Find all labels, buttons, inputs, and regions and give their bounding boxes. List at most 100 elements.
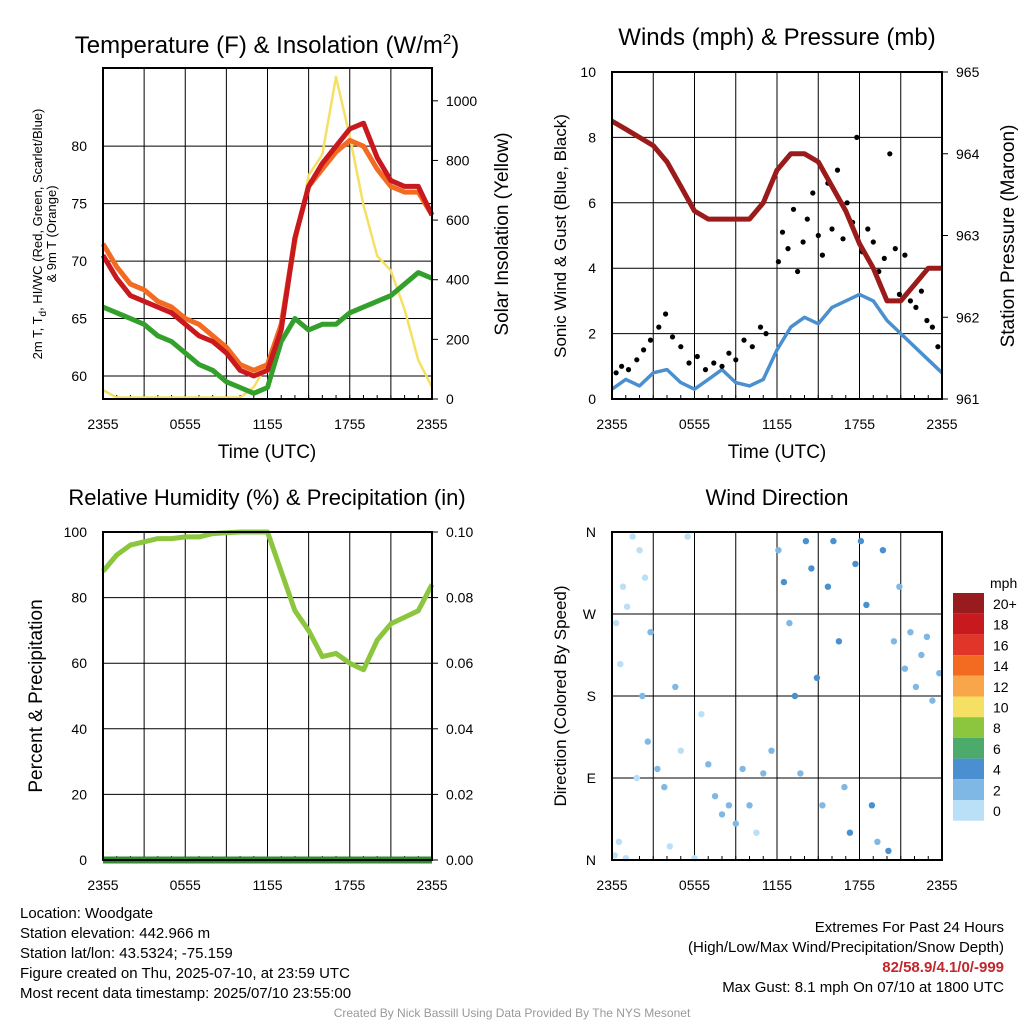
wind-gust-point (641, 347, 647, 353)
legend-swatch (953, 800, 984, 821)
dir-y-tick-label: N (586, 524, 596, 540)
dir-point (623, 603, 631, 610)
wind-gust-point (634, 357, 640, 363)
wind-y2-tick-label: 964 (956, 146, 980, 162)
dir-point (611, 852, 618, 859)
wind-gust-point (749, 344, 755, 350)
dir-point (868, 802, 876, 809)
wind-gust-point (800, 239, 806, 245)
wind-gust-point (896, 291, 903, 297)
dir-point (780, 578, 788, 586)
dir-point (677, 747, 684, 754)
legend-swatch (953, 613, 984, 635)
dir-point (907, 629, 914, 636)
dir-point (929, 697, 936, 704)
dir-point (753, 829, 760, 836)
wind-gust-point (881, 255, 887, 261)
rh-y-tick-label: 40 (71, 721, 87, 737)
temp-y2-axis-label: Solar Insolation (Yellow) (492, 132, 513, 335)
dir-x-tick-label: 1755 (844, 877, 875, 893)
recent-data-text: Most recent data timestamp: 2025/07/10 2… (20, 985, 352, 1002)
wind-y2-tick-label: 962 (956, 309, 980, 325)
legend-swatch (953, 696, 984, 718)
wind-gust-point (619, 363, 625, 369)
dir-point (647, 629, 654, 636)
temp-y2-tick-label: 600 (446, 212, 470, 228)
wind-y-tick-label: 8 (588, 129, 596, 145)
dir-point (830, 537, 837, 545)
rh-y2-tick-label: 0.06 (446, 655, 473, 671)
temp-x-tick-label: 2355 (87, 416, 118, 432)
rh-y2-tick-label: 0.00 (446, 852, 473, 868)
dir-point (852, 560, 859, 568)
dir-point (654, 765, 661, 773)
dir-x-tick-label: 2355 (926, 877, 957, 893)
legend-label: 0 (993, 803, 1001, 819)
dir-x-tick-label: 2355 (596, 877, 627, 893)
rh-y2-tick-label: 0.02 (446, 786, 473, 802)
station-info: Location: Woodgate Station elevation: 44… (20, 904, 351, 1004)
rh-y-tick-label: 0 (79, 852, 87, 868)
dir-point (639, 692, 646, 700)
wind-x-tick-label: 1155 (762, 416, 792, 432)
wind-y-tick-label: 6 (588, 195, 596, 211)
temp-y-tick-label: 70 (71, 253, 87, 269)
dir-point (725, 802, 733, 809)
dir-point (619, 583, 627, 590)
dir-point (885, 847, 892, 855)
dir-y-tick-label: N (586, 852, 596, 868)
wind-gust-point (870, 239, 876, 245)
extremes-values: 82/58.9/4.1/0/-999 (882, 959, 1004, 976)
dir-point (641, 574, 649, 581)
legend-label: 4 (993, 762, 1001, 778)
temp-x-tick-label: 1155 (252, 416, 282, 432)
wind-gust-point (647, 337, 654, 343)
dir-point (912, 683, 920, 691)
wind-gust-point (719, 363, 725, 369)
temp-y-tick-label: 65 (71, 311, 87, 327)
temp-plot-border (102, 67, 433, 400)
dir-point (746, 802, 753, 809)
rh-x-tick-label: 1755 (334, 877, 365, 893)
rh-x-tick-label: 0555 (170, 877, 201, 893)
legend-swatch (953, 634, 984, 656)
dir-point (768, 747, 775, 754)
legend-swatch (953, 675, 984, 697)
wind-y-tick-label: 10 (580, 64, 596, 80)
elevation-text: Station elevation: 442.966 m (20, 925, 211, 942)
dir-x-tick-label: 1155 (762, 877, 792, 893)
dir-point (739, 765, 746, 773)
dir-point (612, 619, 620, 627)
dir-plot-border (611, 531, 943, 861)
wind-gust-point (702, 367, 709, 373)
temp-y2-tick-label: 400 (446, 272, 470, 288)
dir-point (760, 770, 767, 777)
wind-y2-tick-label: 965 (956, 64, 980, 80)
credit-text: Created By Nick Bassill Using Data Provi… (333, 1006, 691, 1020)
wind-x-tick-label: 1755 (844, 416, 875, 432)
temp-x-tick-label: 2355 (416, 416, 447, 432)
dir-point (684, 533, 691, 540)
wind-gust-point (741, 337, 747, 343)
dir-point (879, 547, 887, 554)
wind-gust-point (819, 252, 826, 258)
wind-chart-title: Winds (mph) & Pressure (mb) (618, 24, 935, 51)
wind-gust-point (815, 232, 821, 239)
wind-y-tick-label: 2 (588, 326, 596, 342)
dir-point (841, 783, 848, 791)
wind-gust-point (790, 206, 797, 212)
wind-gust-point (804, 216, 810, 222)
dir-y-tick-label: W (583, 606, 597, 622)
rh-chart-title: Relative Humidity (%) & Precipitation (i… (68, 485, 465, 510)
wind-gust-point (663, 311, 669, 317)
wind-gust-point (757, 324, 764, 330)
rh-y-tick-label: 80 (71, 590, 87, 606)
dir-point (813, 674, 821, 681)
legend-label: 2 (993, 782, 1001, 798)
wind-gust-point (907, 298, 914, 304)
wind-y-tick-label: 4 (588, 260, 596, 276)
extremes-subtitle: (High/Low/Max Wind/Precipitation/Snow De… (688, 939, 1004, 956)
wind-gust-point (656, 324, 662, 330)
location-text: Location: Woodgate (20, 905, 154, 922)
rh-y-axis-label: Percent & Precipitation (26, 599, 47, 792)
